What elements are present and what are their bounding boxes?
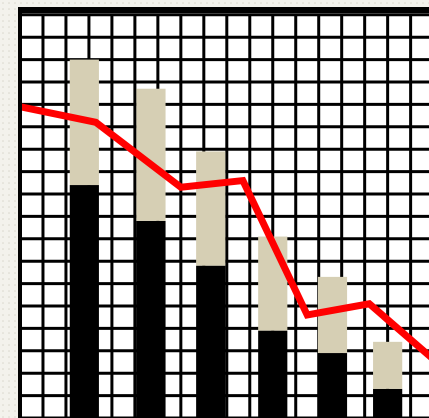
bar-segment xyxy=(258,236,288,331)
marks xyxy=(19,59,429,418)
bar-segment xyxy=(196,265,226,418)
trend-line xyxy=(19,103,429,361)
bar-segment xyxy=(373,341,403,389)
bar-segment xyxy=(258,330,288,418)
bar-segment xyxy=(317,353,348,418)
bar-segment xyxy=(136,220,166,418)
bar-segment xyxy=(196,151,226,266)
bar-segment xyxy=(373,388,403,418)
bar-segment xyxy=(69,185,99,418)
